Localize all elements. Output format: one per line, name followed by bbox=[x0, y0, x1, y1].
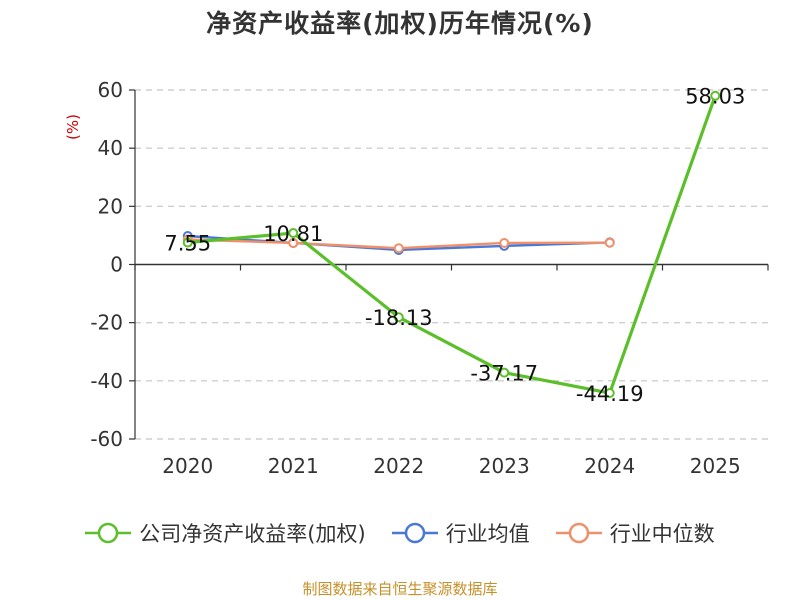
data-point bbox=[182, 237, 193, 248]
y-tick-label: 0 bbox=[110, 253, 123, 277]
data-point bbox=[604, 237, 615, 248]
data-point bbox=[499, 237, 510, 248]
data-point bbox=[393, 243, 404, 254]
legend-item[interactable]: 行业中位数 bbox=[555, 518, 715, 548]
data-point bbox=[288, 237, 299, 248]
x-tick-label: 2025 bbox=[690, 454, 741, 478]
y-tick-label: 20 bbox=[98, 194, 123, 218]
legend-line-circle-icon bbox=[391, 522, 438, 544]
y-tick-label: -20 bbox=[90, 311, 123, 335]
data-label: -44.19 bbox=[576, 382, 644, 406]
series-lines bbox=[182, 90, 721, 399]
data-point bbox=[499, 367, 510, 378]
legend-item[interactable]: 行业均值 bbox=[391, 518, 530, 548]
y-tick-label: 60 bbox=[98, 78, 123, 102]
legend-label: 行业均值 bbox=[445, 522, 530, 546]
legend-line-circle-icon bbox=[555, 522, 602, 544]
data-point bbox=[288, 228, 299, 239]
source-note: 制图数据来自恒生聚源数据库 bbox=[302, 580, 498, 598]
data-label: 58.03 bbox=[685, 85, 745, 109]
y-tick-label: -40 bbox=[90, 369, 123, 393]
data-label: 10.81 bbox=[263, 222, 323, 246]
y-axis-label: (%) bbox=[64, 114, 82, 140]
y-tick-label: 40 bbox=[98, 136, 123, 160]
axes: 60 40 20 0 -20 -40 -60 2020 2021 2022 2023 2024 2025 bbox=[90, 78, 769, 478]
series-line bbox=[187, 95, 717, 395]
data-label: -37.17 bbox=[470, 362, 538, 386]
data-label: -18.13 bbox=[365, 306, 433, 330]
data-point bbox=[710, 90, 721, 101]
x-tick-label: 2022 bbox=[373, 454, 424, 478]
chart-title: 净资产收益率(加权)历年情况(%) bbox=[206, 9, 594, 38]
y-tick-label: -60 bbox=[90, 427, 123, 451]
data-labels: 7.55 10.81 -18.13 -37.17 -44.19 58.03 bbox=[164, 85, 745, 406]
legend: 公司净资产收益率(加权) 行业均值 行业中位数 bbox=[0, 518, 800, 548]
x-tick-label: 2020 bbox=[162, 454, 213, 478]
legend-item[interactable]: 公司净资产收益率(加权) bbox=[85, 518, 366, 548]
x-tick-label: 2021 bbox=[268, 454, 319, 478]
data-point bbox=[393, 312, 404, 323]
legend-label: 公司净资产收益率(加权) bbox=[139, 522, 366, 546]
legend-line-circle-icon bbox=[85, 522, 132, 544]
legend-label: 行业中位数 bbox=[609, 522, 715, 546]
data-label: 7.55 bbox=[164, 232, 211, 256]
x-tick-label: 2024 bbox=[584, 454, 635, 478]
x-tick-label: 2023 bbox=[479, 454, 530, 478]
data-point bbox=[604, 388, 615, 399]
